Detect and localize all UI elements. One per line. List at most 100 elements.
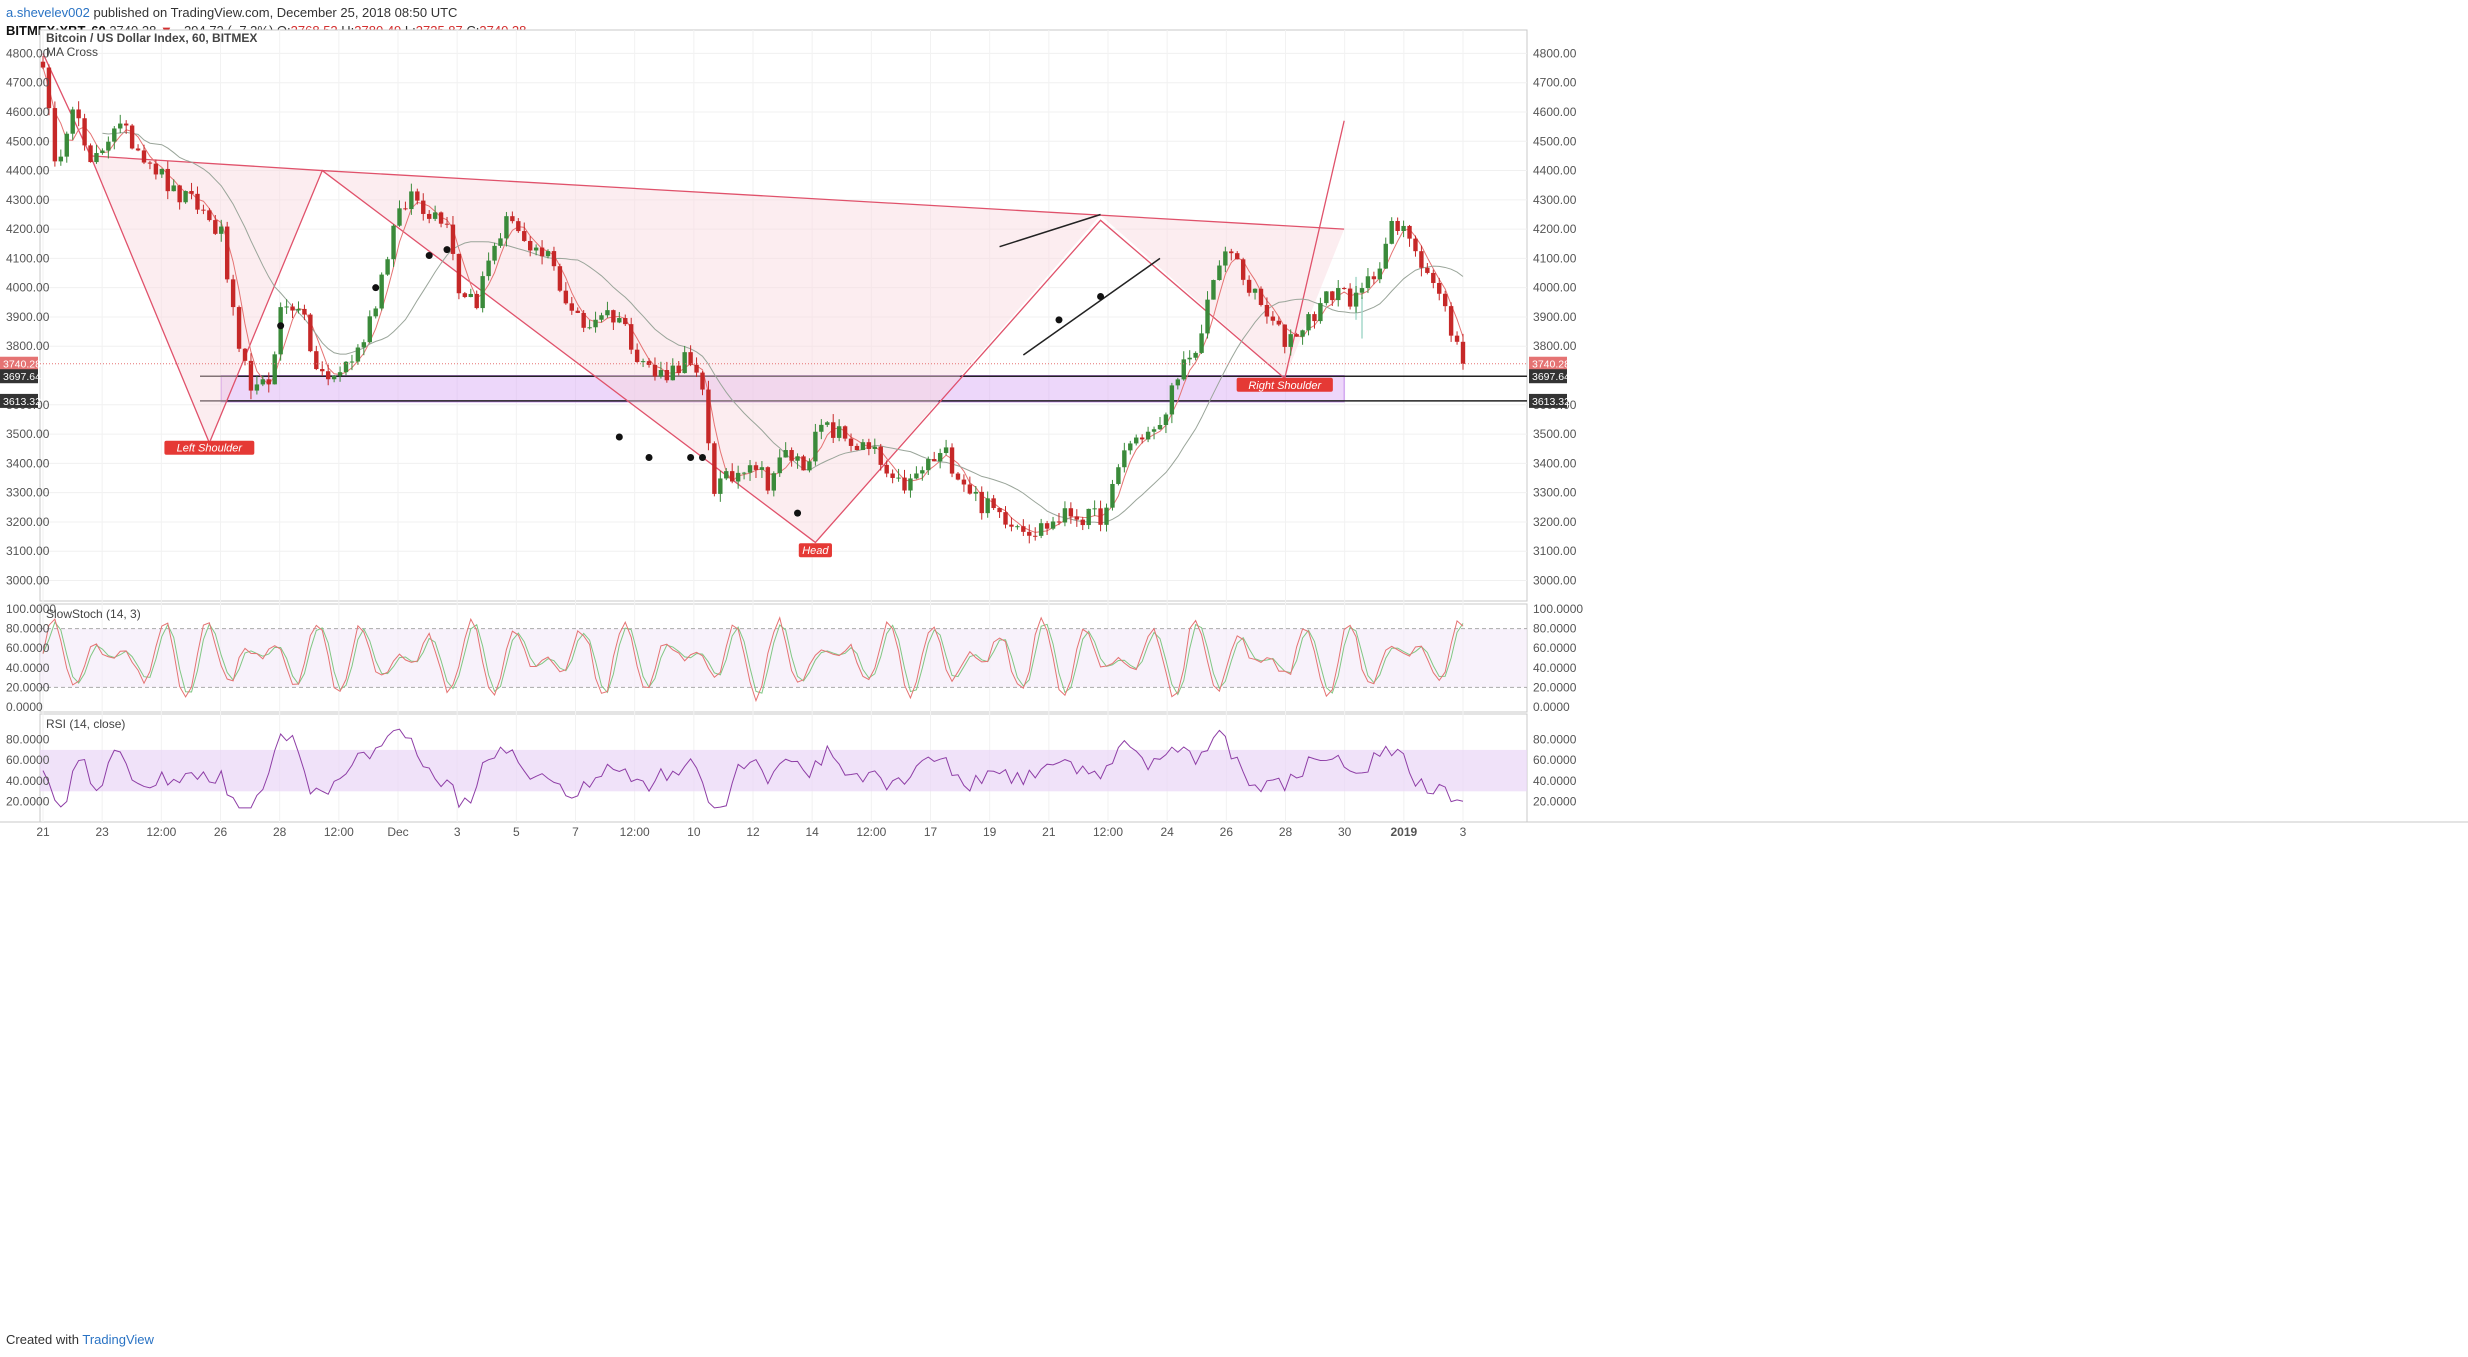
- candle-body: [177, 185, 182, 203]
- candle-body: [866, 442, 872, 449]
- candle-body: [498, 238, 503, 246]
- candle-body: [640, 361, 646, 363]
- author-link[interactable]: a.shevelev002: [6, 5, 90, 20]
- y-tick-left: 3500.00: [6, 427, 50, 441]
- candle-body: [819, 424, 824, 432]
- stoch-tick-right: 20.0000: [1533, 680, 1577, 694]
- candle-body: [1425, 267, 1430, 273]
- candle-body: [201, 209, 206, 211]
- candle-body: [955, 473, 961, 480]
- candle-body: [112, 128, 117, 142]
- candle-body: [581, 312, 586, 328]
- x-tick: Dec: [387, 825, 408, 839]
- candle-body: [1003, 512, 1008, 525]
- price-tag-text: 3740.28: [3, 359, 41, 371]
- pattern-label-text: Left Shoulder: [177, 443, 244, 455]
- y-tick-left: 4200.00: [6, 222, 50, 236]
- candle-body: [450, 224, 456, 254]
- candle-body: [40, 61, 46, 68]
- stoch-tick-left: 0.0000: [6, 700, 43, 714]
- candle-body: [123, 123, 129, 126]
- candle-body: [141, 150, 147, 163]
- candle-body: [1122, 450, 1127, 468]
- candle-body: [1312, 314, 1317, 322]
- rsi-tick-right: 40.0000: [1533, 774, 1577, 788]
- candle-body: [1062, 508, 1068, 523]
- candle-body: [1371, 276, 1377, 280]
- x-tick: 3: [454, 825, 461, 839]
- candle-body: [605, 310, 610, 316]
- candle-body: [658, 370, 664, 377]
- price-tag-text: 3613.32: [3, 396, 41, 408]
- candle-body: [801, 456, 806, 471]
- stoch-tick-right: 0.0000: [1533, 700, 1570, 714]
- y-tick-right: 4700.00: [1533, 76, 1577, 90]
- candle-body: [807, 461, 812, 471]
- candle-body: [516, 221, 521, 232]
- candle-body: [896, 477, 901, 479]
- candle-body: [290, 306, 295, 311]
- candle-body: [825, 422, 830, 425]
- candle-body: [302, 308, 307, 315]
- candle-body: [1431, 272, 1436, 283]
- stoch-tick-left: 20.0000: [6, 680, 50, 694]
- candle-body: [646, 361, 652, 365]
- candle-body: [1407, 225, 1412, 239]
- candle-body: [1223, 251, 1228, 266]
- y-tick-right: 3200.00: [1533, 515, 1577, 529]
- candle-body: [1015, 526, 1020, 528]
- stoch-tick-left: 60.0000: [6, 641, 50, 655]
- candle-body: [617, 318, 622, 323]
- candle-body: [1021, 526, 1026, 532]
- candle-body: [165, 168, 170, 192]
- candle-body: [860, 442, 866, 451]
- candle-body: [979, 491, 984, 514]
- candle-body: [337, 372, 343, 376]
- candle-body: [46, 67, 52, 109]
- candle-body: [926, 459, 931, 471]
- candle-body: [747, 465, 753, 473]
- candle-body: [1419, 251, 1424, 268]
- tradingview-logo-link[interactable]: TradingView: [82, 1332, 154, 1347]
- y-tick-left: 4800.00: [6, 46, 50, 60]
- y-tick-right: 4800.00: [1533, 46, 1577, 60]
- candle-body: [1110, 483, 1115, 508]
- candle-body: [682, 352, 687, 374]
- x-tick: 17: [924, 825, 938, 839]
- candle-body: [890, 473, 895, 478]
- candle-body: [1080, 519, 1085, 526]
- candle-body: [52, 108, 58, 162]
- price-tag-text: 3613.32: [1532, 396, 1570, 408]
- candle-body: [1294, 334, 1299, 337]
- ma-cross-point: [794, 509, 802, 517]
- candle-body: [432, 212, 438, 219]
- candle-body: [985, 498, 990, 514]
- candle-body: [189, 191, 194, 194]
- ma-cross-point: [1055, 316, 1063, 324]
- candle-body: [1365, 276, 1371, 289]
- y-tick-right: 3300.00: [1533, 486, 1577, 500]
- y-tick-left: 3300.00: [6, 486, 50, 500]
- candle-body: [171, 185, 176, 192]
- candle-body: [195, 193, 200, 210]
- y-tick-right: 4000.00: [1533, 281, 1577, 295]
- candle-body: [207, 210, 212, 221]
- candle-body: [58, 156, 64, 162]
- x-tick: 26: [214, 825, 228, 839]
- x-tick: 26: [1220, 825, 1234, 839]
- x-tick: 28: [273, 825, 287, 839]
- y-tick-right: 3000.00: [1533, 574, 1577, 588]
- candle-body: [153, 163, 159, 175]
- y-tick-left: 4700.00: [6, 76, 50, 90]
- candle-body: [1134, 437, 1139, 444]
- candle-body: [783, 450, 788, 458]
- candle-body: [664, 370, 670, 381]
- x-tick: 30: [1338, 825, 1352, 839]
- chart-title: Bitcoin / US Dollar Index, 60, BITMEX: [46, 31, 257, 45]
- x-tick: 21: [1042, 825, 1056, 839]
- candle-body: [118, 123, 123, 129]
- x-tick: 5: [513, 825, 520, 839]
- candle-body: [1395, 220, 1400, 232]
- candle-body: [1193, 352, 1198, 358]
